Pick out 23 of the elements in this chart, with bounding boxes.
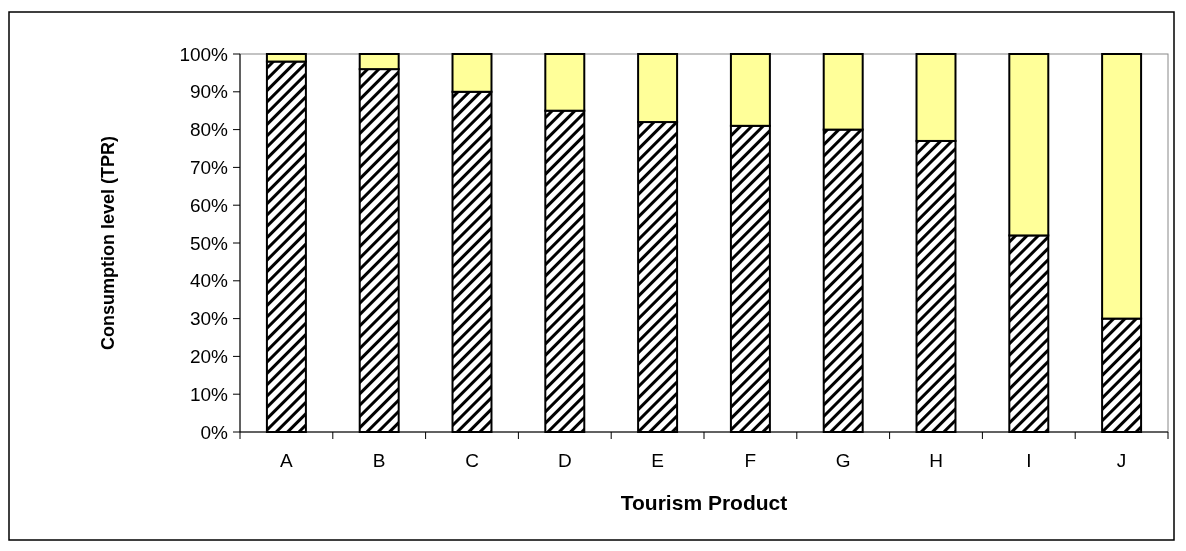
y-tick-label: 0%: [200, 421, 229, 443]
y-tick-label: 80%: [189, 119, 229, 141]
x-tick-label: E: [651, 450, 664, 471]
x-tick-label: H: [929, 450, 943, 471]
x-axis-title: Tourism Product: [620, 491, 788, 514]
x-tick-label: B: [372, 450, 386, 471]
y-tick-label: 50%: [189, 232, 229, 254]
x-tick-label: A: [280, 450, 294, 471]
y-axis-title: Consumption level (TPR): [98, 135, 118, 351]
y-tick-label: 100%: [179, 43, 229, 65]
y-tick-label: 40%: [189, 270, 229, 292]
y-tick-label: 30%: [189, 308, 229, 330]
y-tick-label: 10%: [189, 383, 229, 405]
y-tick-label: 20%: [189, 346, 229, 368]
x-tick-label: D: [557, 450, 572, 471]
x-tick-label: G: [835, 450, 851, 471]
x-tick-label: J: [1116, 450, 1127, 471]
x-tick-label: C: [465, 450, 479, 471]
x-tick-label: F: [744, 450, 757, 471]
y-tick-label: 60%: [189, 194, 229, 216]
x-tick-label: I: [1026, 450, 1032, 471]
y-tick-label: 70%: [189, 157, 229, 179]
y-tick-label: 90%: [189, 81, 229, 103]
